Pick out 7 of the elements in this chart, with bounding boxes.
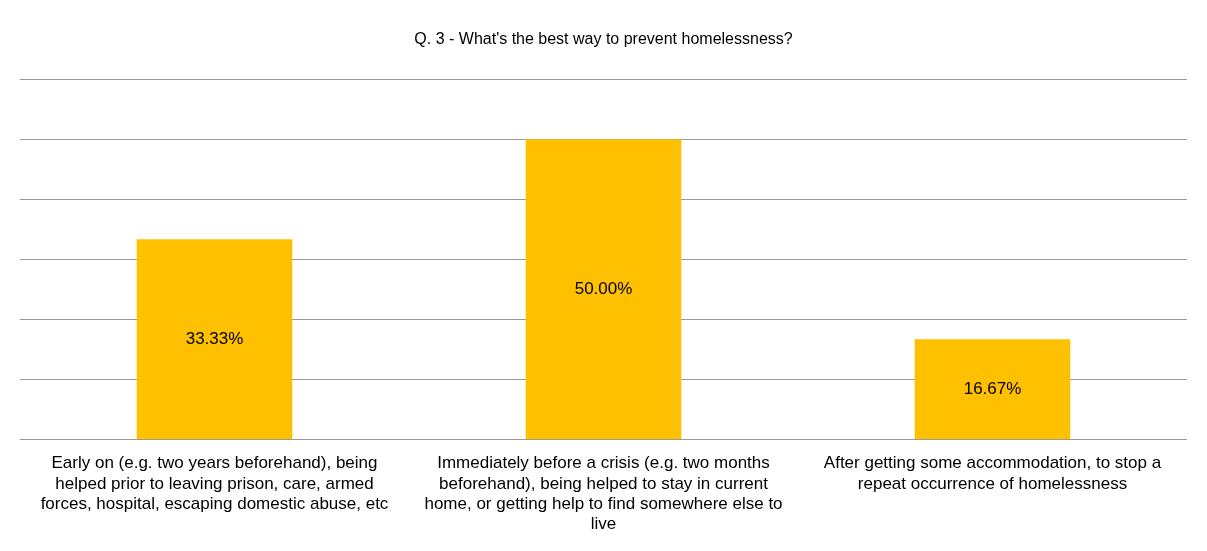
data-label: 50.00%: [574, 278, 633, 298]
x-tick-label: After getting some accommodation, to stop a repeat occurrence of homelessness: [823, 453, 1162, 493]
chart-title: Q. 3 - What's the best way to prevent homelessness?: [414, 30, 793, 48]
x-tick-label: Early on (e.g. two years beforehand), being helped prior to leaving prison, care, armed forces, hospital, escaping domestic abuse, etc: [40, 453, 389, 514]
data-label: 16.67%: [963, 378, 1022, 398]
data-label: 33.33%: [185, 328, 244, 348]
x-tick-label: Immediately before a crisis (e.g. two months beforehand), being helped to stay in current home, or getting help to find somewhere else to live: [424, 453, 783, 534]
